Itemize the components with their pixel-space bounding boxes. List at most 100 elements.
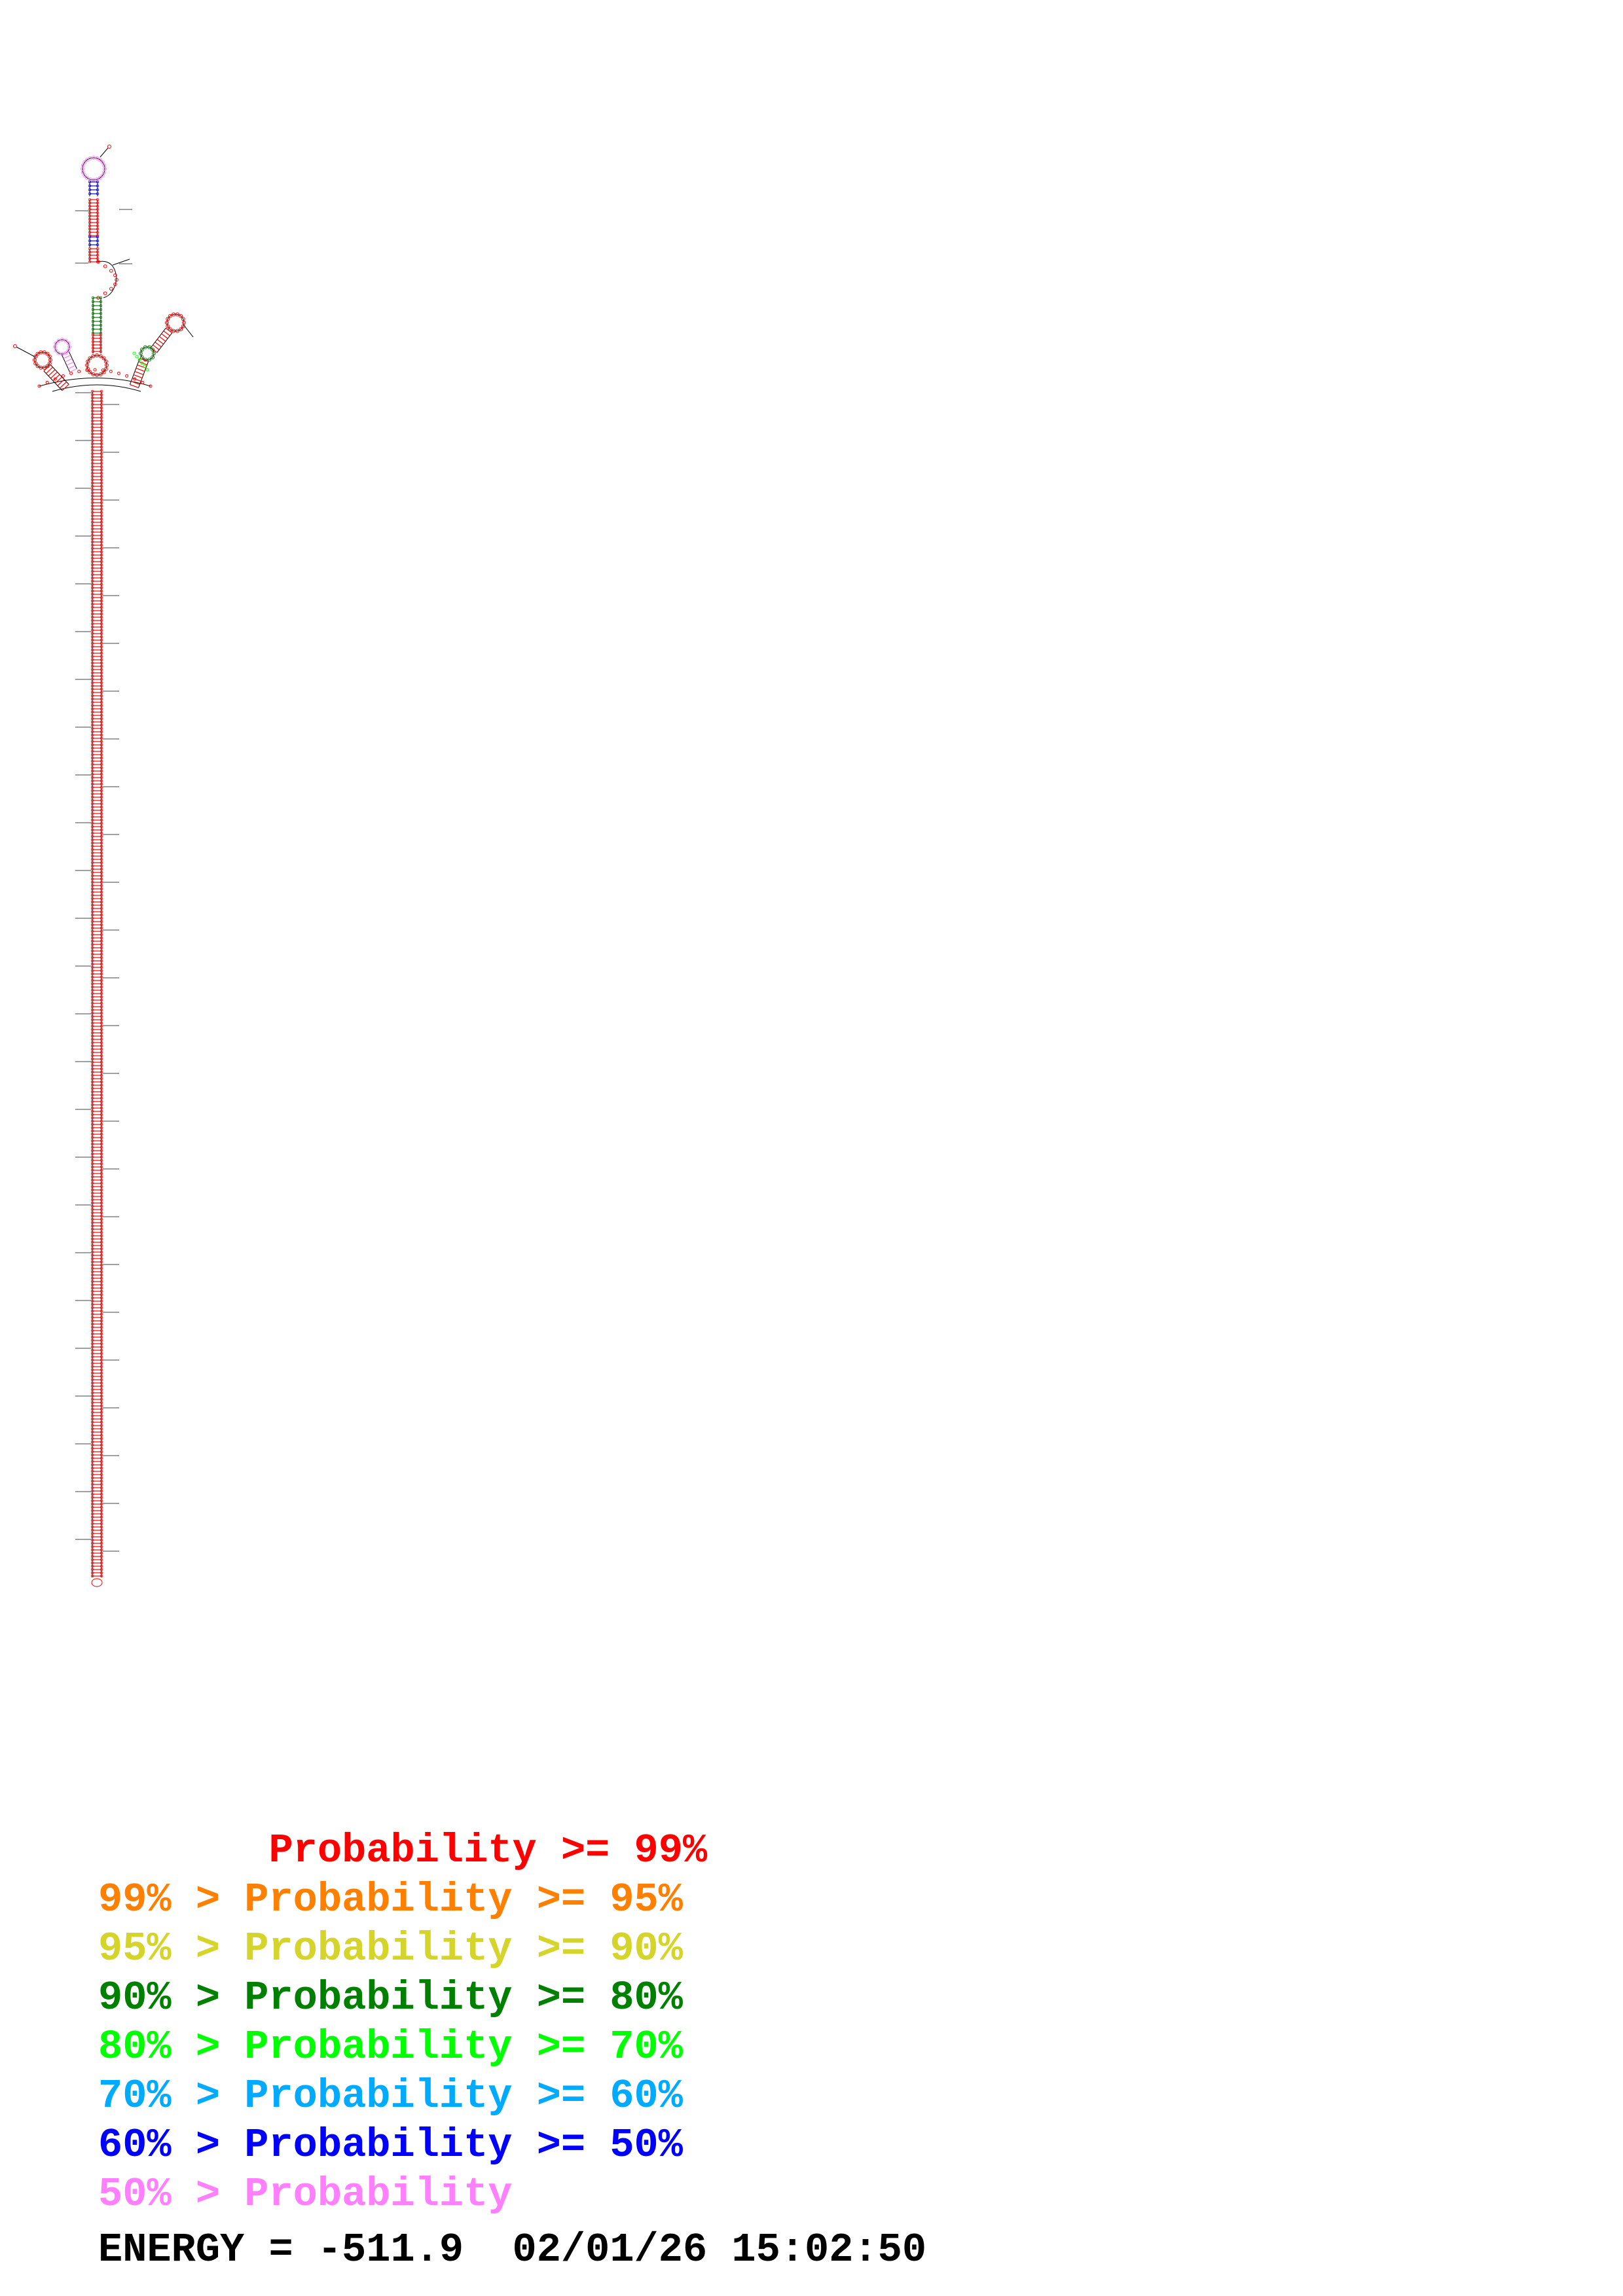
nucleotide: [100, 746, 103, 750]
nucleotide: [100, 586, 103, 590]
nucleotide: [100, 854, 103, 858]
nucleotide: [100, 1168, 103, 1172]
nucleotide: [100, 789, 103, 793]
nucleotide: [98, 175, 102, 180]
nucleotide: [90, 1090, 94, 1094]
legend-prefix: 80% >: [98, 2024, 245, 2070]
nucleotide: [90, 1571, 94, 1575]
top-tail: [100, 147, 109, 158]
nucleotide: [90, 1312, 94, 1316]
energy-value: ENERGY = -511.9: [98, 2227, 464, 2273]
nucleotide: [100, 1083, 103, 1087]
nucleotide: [90, 877, 94, 881]
nucleotide: [100, 1162, 103, 1166]
nucleotide: [100, 1109, 103, 1113]
nucleotide: [99, 319, 103, 323]
nucleotide: [90, 445, 94, 449]
nucleotide: [90, 756, 94, 760]
nucleotide: [60, 338, 64, 342]
nucleotide: [90, 1355, 94, 1359]
nucleotide: [90, 1437, 94, 1441]
nucleotide: [90, 1064, 94, 1067]
nucleotide: [182, 321, 186, 325]
nucleotide: [100, 1250, 103, 1254]
nucleotide: [90, 655, 94, 658]
nucleotide: [100, 1047, 103, 1051]
nucleotide: [100, 779, 103, 783]
nucleotide: [90, 812, 94, 816]
nucleotide: [100, 589, 103, 593]
nucleotide: [135, 355, 139, 359]
nucleotide: [90, 776, 94, 780]
nucleotide: [100, 818, 103, 822]
nucleotide: [90, 1538, 94, 1542]
nucleotide: [96, 207, 100, 211]
nucleotide: [90, 1250, 94, 1254]
nucleotide: [90, 1211, 94, 1215]
nucleotide: [90, 1365, 94, 1369]
nucleotide: [90, 1194, 94, 1198]
legend-label: Probability >= 95%: [244, 1876, 683, 1923]
nucleotide: [100, 569, 103, 573]
nucleotide: [90, 1335, 94, 1339]
nucleotide: [100, 720, 103, 724]
nucleotide: [90, 648, 94, 652]
nucleotide: [90, 1476, 94, 1480]
nucleotide: [90, 1427, 94, 1431]
nucleotide: [96, 239, 100, 243]
nucleotide: [96, 253, 100, 257]
nucleotide: [100, 782, 103, 786]
nucleotide: [100, 619, 103, 622]
multiloop-arc-inner: [52, 384, 141, 392]
nucleotide: [179, 314, 183, 318]
nucleotide: [90, 1185, 94, 1189]
base-pair: [57, 379, 65, 386]
nucleotide: [100, 566, 103, 570]
nucleotide: [100, 563, 103, 567]
nucleotide: [90, 789, 94, 793]
nucleotide: [90, 893, 94, 897]
nucleotide: [90, 419, 94, 423]
nucleotide: [90, 1532, 94, 1535]
nucleotide: [100, 517, 103, 521]
nucleotide: [54, 348, 58, 353]
nucleotide: [100, 694, 103, 698]
nucleotide: [37, 384, 41, 388]
nucleotide: [90, 808, 94, 812]
nucleotide: [100, 710, 103, 714]
nucleotide: [100, 942, 103, 946]
right-branch-structure: [129, 312, 194, 389]
nucleotide: [45, 351, 50, 356]
nucleotide: [100, 1096, 103, 1100]
nucleotide: [100, 651, 103, 655]
nucleotide: [100, 1492, 103, 1496]
nucleotide: [100, 828, 103, 832]
nucleotide: [90, 834, 94, 838]
nucleotide: [100, 406, 103, 410]
nucleotide: [88, 260, 92, 264]
nucleotide: [137, 358, 141, 362]
nucleotide: [90, 1083, 94, 1087]
nucleotide: [168, 327, 172, 332]
nucleotide: [100, 1404, 103, 1408]
nucleotide: [90, 393, 94, 397]
base-pair: [132, 377, 141, 382]
nucleotide: [90, 1283, 94, 1287]
nucleotide: [100, 1149, 103, 1153]
right-hairpin-loop-outline: [166, 314, 185, 332]
nucleotide: [90, 1548, 94, 1552]
nucleotide: [96, 260, 100, 264]
nucleotide: [90, 399, 94, 403]
nucleotide: [100, 1028, 103, 1031]
nucleotide: [64, 338, 68, 343]
nucleotide: [100, 916, 103, 920]
nucleotide: [100, 1417, 103, 1421]
nucleotide: [100, 422, 103, 426]
nucleotide: [152, 351, 156, 355]
nucleotide: [100, 677, 103, 681]
nucleotide: [53, 377, 57, 381]
nucleotide: [90, 1558, 94, 1562]
nucleotide: [56, 351, 61, 355]
nucleotide: [90, 890, 94, 894]
nucleotide: [100, 1496, 103, 1499]
